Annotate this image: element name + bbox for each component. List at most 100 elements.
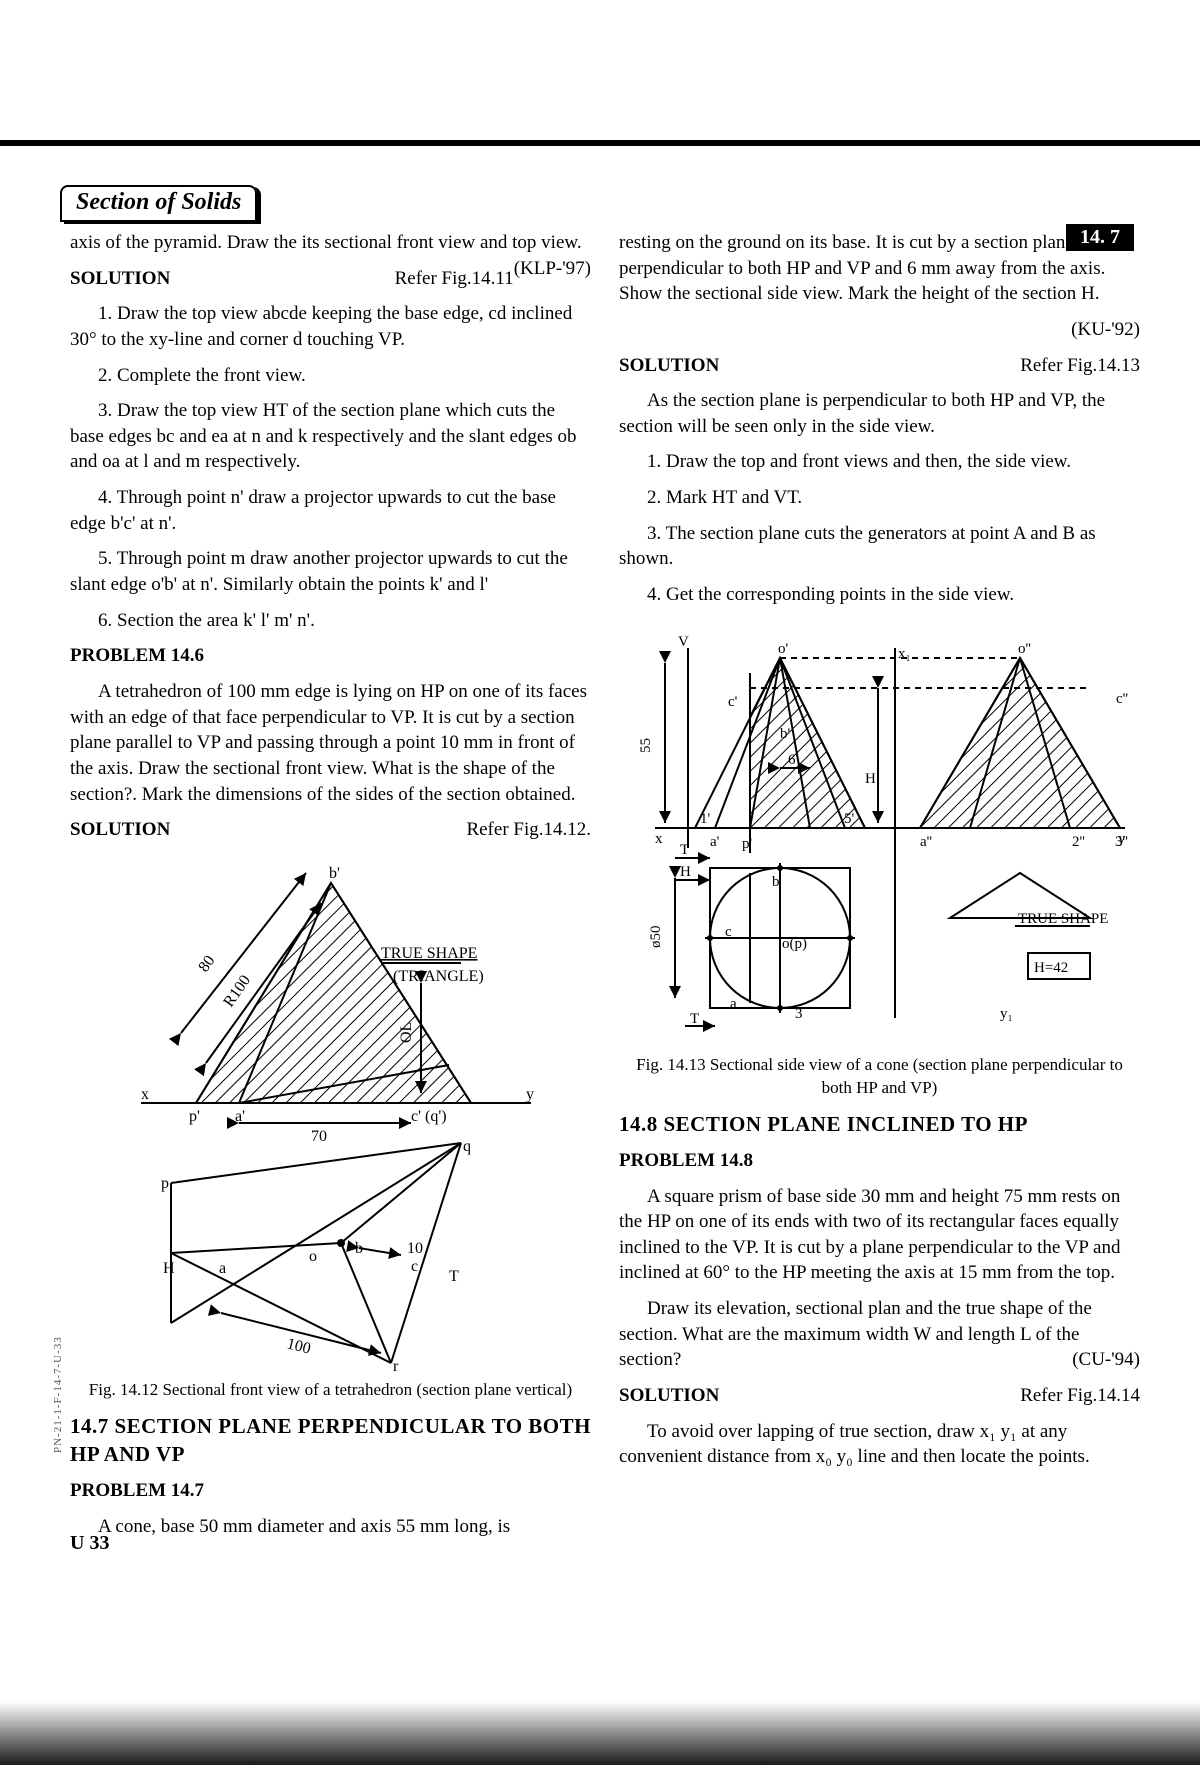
bottom-scan-shadow	[0, 1625, 1200, 1765]
label: p	[161, 1175, 169, 1192]
side-binding-text: PN-21-1-F-14-7-U-33	[52, 1336, 64, 1453]
problem-heading: PROBLEM 14.8	[619, 1148, 1140, 1174]
solution-label: SOLUTION	[619, 355, 719, 376]
label: q	[463, 1138, 471, 1155]
section-heading: 14.8 SECTION PLANE INCLINED TO HP	[619, 1110, 1140, 1138]
label: y₁	[1000, 1006, 1013, 1022]
right-column: resting on the ground on its base. It is…	[619, 230, 1140, 1550]
figure-caption: Fig. 14.13 Sectional side view of a cone…	[619, 1054, 1140, 1100]
label: 1'	[700, 811, 711, 827]
label: o'	[778, 641, 789, 657]
problem-body: Draw its elevation, sectional plan and t…	[619, 1296, 1140, 1373]
dim-10: 10	[407, 1240, 423, 1257]
label: p'	[189, 1108, 200, 1125]
reference: Refer Fig.14.13	[1020, 353, 1140, 379]
text: resting on the ground on its base. It is…	[619, 232, 1105, 304]
figure-14-13: x y V x₁ y₁	[620, 618, 1140, 1048]
label: 3	[795, 1006, 803, 1022]
dim-70: 70	[311, 1128, 327, 1145]
label: H	[680, 864, 691, 880]
dim-OL: OL	[398, 1021, 415, 1042]
step: 2. Complete the front view.	[70, 363, 591, 389]
label: T	[680, 842, 689, 858]
label: c''	[1116, 691, 1128, 707]
label: b	[772, 874, 780, 890]
true-shape-label: TRUE SHAPE	[1018, 911, 1108, 927]
two-column-layout: axis of the pyramid. Draw the its sectio…	[70, 230, 1140, 1550]
reference: Refer Fig.14.14	[1020, 1383, 1140, 1409]
para: axis of the pyramid. Draw the its sectio…	[70, 230, 591, 256]
label: c'	[728, 694, 738, 710]
label: o(p)	[782, 936, 807, 952]
footer-mark: U 33	[70, 1532, 109, 1555]
solution-line: SOLUTION Refer Fig.14.13	[619, 353, 1140, 379]
solution-line: SOLUTION Refer Fig.14.14	[619, 1383, 1140, 1409]
label: T	[690, 1011, 699, 1027]
step: 6. Section the area k' l' m' n'.	[70, 608, 591, 634]
reference: (CU-'94)	[1044, 1347, 1140, 1373]
label-y: y	[526, 1086, 534, 1103]
problem-body: A cone, base 50 mm diameter and axis 55 …	[70, 1514, 591, 1540]
label: a''	[920, 834, 932, 850]
label-x: x	[141, 1086, 149, 1103]
reference: Refer Fig.14.11	[395, 266, 514, 292]
step: 2. Mark HT and VT.	[619, 485, 1140, 511]
page-number-badge: 14. 7	[1066, 224, 1134, 251]
dim-80: 80	[195, 952, 218, 975]
label: c' (q')	[411, 1108, 447, 1125]
problem-heading: PROBLEM 14.6	[70, 643, 591, 669]
true-shape-sub: (TRIANGLE)	[393, 968, 484, 985]
step: 5. Through point m draw another projecto…	[70, 546, 591, 597]
label: V	[678, 634, 689, 650]
left-column: axis of the pyramid. Draw the its sectio…	[70, 230, 591, 1550]
label: p'	[742, 836, 753, 852]
label: T	[449, 1268, 459, 1285]
true-shape-label: TRUE SHAPE	[381, 945, 477, 962]
dim-100: 100	[285, 1335, 312, 1357]
label: o	[309, 1248, 317, 1265]
label: a	[730, 996, 737, 1012]
label: c	[725, 924, 732, 940]
text: Draw its elevation, sectional plan and t…	[619, 1298, 1092, 1370]
reference: (KU-'92)	[1071, 319, 1140, 340]
label: c	[411, 1258, 418, 1275]
dim: 55	[638, 738, 654, 753]
page: Section of Solids 14. 7 axis of the pyra…	[0, 0, 1200, 1765]
problem-body: A square prism of base side 30 mm and he…	[619, 1184, 1140, 1287]
dim: ø50	[648, 925, 664, 948]
step: 3. The section plane cuts the generators…	[619, 521, 1140, 572]
solution-line: SOLUTION Refer Fig.14.12.	[70, 817, 591, 843]
top-border	[0, 140, 1200, 146]
para: resting on the ground on its base. It is…	[619, 230, 1140, 307]
svg-text:H: H	[865, 771, 876, 787]
solution-label: SOLUTION	[70, 268, 170, 289]
label: a	[219, 1260, 226, 1277]
label: 5'	[844, 811, 855, 827]
label: 2''	[1072, 834, 1085, 850]
reference: Refer Fig.14.12.	[466, 817, 591, 843]
step: 4. Get the corresponding points in the s…	[619, 582, 1140, 608]
section-heading: 14.7 SECTION PLANE PERPENDICULAR TO BOTH…	[70, 1412, 591, 1469]
label: b'	[780, 726, 791, 742]
text: axis of the pyramid. Draw the its sectio…	[70, 232, 582, 253]
label: o''	[1018, 641, 1031, 657]
label: a'	[710, 834, 720, 850]
label: x₁	[898, 646, 911, 662]
solution-label: SOLUTION	[619, 1385, 719, 1406]
H-value: H=42	[1034, 960, 1068, 976]
figure-caption: Fig. 14.12 Sectional front view of a tet…	[70, 1379, 591, 1402]
label: r	[393, 1358, 399, 1373]
dim: 6	[788, 752, 796, 768]
label: b'	[329, 865, 340, 882]
step: 1. Draw the top and front views and then…	[619, 449, 1140, 475]
reference: (KLP-'97)	[514, 256, 591, 282]
problem-body: A tetrahedron of 100 mm edge is lying on…	[70, 679, 591, 807]
step: 1. Draw the top view abcde keeping the b…	[70, 301, 591, 352]
chapter-tab: Section of Solids	[60, 185, 257, 222]
figure-14-12: x y 80 R100 TRUE SHAPE (TRI	[111, 853, 551, 1373]
label: 3''	[1115, 834, 1128, 850]
solution-label: SOLUTION	[70, 819, 170, 840]
note: To avoid over lapping of true section, d…	[619, 1419, 1140, 1470]
problem-heading: PROBLEM 14.7	[70, 1478, 591, 1504]
label: x	[655, 831, 663, 847]
